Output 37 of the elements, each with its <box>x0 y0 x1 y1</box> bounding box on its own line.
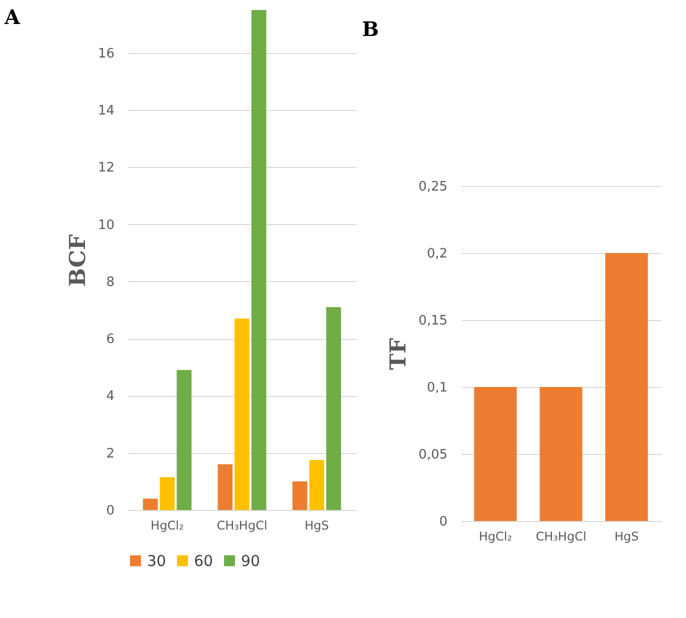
chart-title: A <box>3 5 20 29</box>
x-tick-label: HgS <box>614 530 639 544</box>
y-tick-label: 0,1 <box>426 380 448 396</box>
legend-label: 90 <box>241 552 260 570</box>
bar <box>326 307 342 510</box>
bar <box>234 318 250 510</box>
bar <box>218 464 233 510</box>
y-tick-label: 14 <box>98 104 114 118</box>
y-tick-label: 0,15 <box>418 314 448 328</box>
y-tick-label: 16 <box>98 46 114 62</box>
y-tick-label: 0,2 <box>426 246 448 262</box>
y-tick-label: 8 <box>106 274 114 290</box>
bar <box>160 477 175 510</box>
x-tick-label: CH₃HgCl <box>536 530 586 544</box>
y-tick-label: 0,05 <box>418 448 448 462</box>
bar <box>251 10 266 510</box>
bar <box>309 460 324 510</box>
y-tick-label: 4 <box>106 389 114 404</box>
y-tick-label: 0 <box>439 514 448 530</box>
y-tick-label: 2 <box>106 446 114 462</box>
bar <box>176 370 192 510</box>
y-axis-title: BCF <box>64 234 91 287</box>
x-tick-label: HgCl₂ <box>150 518 184 532</box>
y-axis-title: TF <box>386 338 412 370</box>
y-tick-label: 6 <box>106 332 114 348</box>
x-tick-label: CH₃HgCl <box>216 518 268 532</box>
x-tick-label: HgCl₂ <box>478 530 512 544</box>
legend-label: 60 <box>194 552 214 570</box>
x-tick-label: HgS <box>304 518 329 532</box>
bar <box>292 481 308 510</box>
y-tick-label: 0 <box>106 504 114 518</box>
y-tick-label: 0,25 <box>418 180 448 194</box>
chart-title: B <box>362 17 379 41</box>
bar <box>142 498 158 510</box>
legend-label: 30 <box>147 552 166 570</box>
y-tick-label: 10 <box>98 218 114 233</box>
y-tick-label: 12 <box>98 160 114 176</box>
